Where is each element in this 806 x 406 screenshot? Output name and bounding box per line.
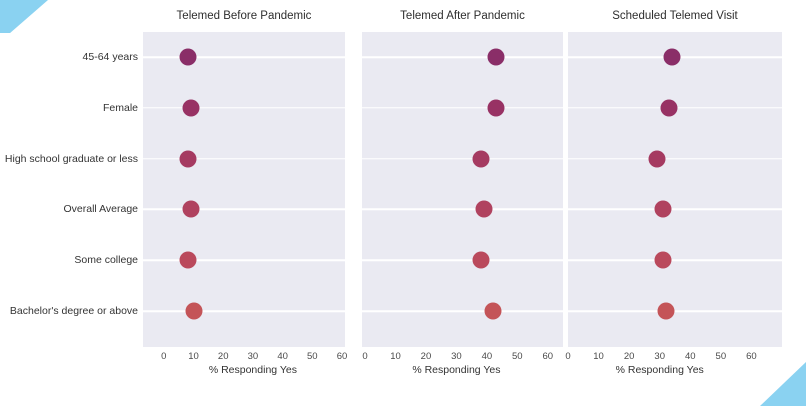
data-point bbox=[182, 99, 200, 117]
gridline bbox=[143, 208, 345, 211]
panel-title-telemed-after-pandemic: Telemed After Pandemic bbox=[400, 10, 525, 22]
bottom-right-corner-decoration bbox=[760, 362, 806, 406]
x-axis-tick-label: 50 bbox=[307, 351, 318, 362]
y-axis-label: Overall Average bbox=[63, 203, 138, 216]
gridline bbox=[143, 310, 345, 312]
gridline bbox=[568, 259, 782, 261]
gridline bbox=[362, 259, 563, 261]
x-axis-label: % Responding Yes bbox=[615, 364, 704, 376]
y-axis-label: Some college bbox=[74, 254, 138, 267]
gridline bbox=[362, 208, 563, 211]
gridline bbox=[143, 259, 345, 261]
panel-title-telemed-before-pandemic: Telemed Before Pandemic bbox=[176, 10, 312, 22]
data-point bbox=[472, 251, 490, 269]
gridline bbox=[568, 208, 782, 211]
x-axis-tick-label: 40 bbox=[277, 351, 288, 362]
plot-area-scheduled-telemed-visit bbox=[568, 32, 782, 347]
data-point bbox=[487, 99, 505, 117]
data-point bbox=[487, 48, 505, 66]
gridline bbox=[362, 310, 563, 312]
plot-area-telemed-before-pandemic bbox=[143, 32, 345, 347]
plot-area-telemed-after-pandemic bbox=[362, 32, 563, 347]
data-point bbox=[657, 302, 675, 320]
x-axis-tick-label: 50 bbox=[512, 351, 523, 362]
data-point bbox=[663, 48, 681, 66]
gridline bbox=[143, 107, 345, 109]
y-axis-category-labels: 45-64 years Female High school graduate or… bbox=[0, 32, 138, 347]
gridline bbox=[143, 157, 345, 160]
data-point bbox=[182, 200, 200, 218]
y-axis-label: Female bbox=[102, 101, 138, 114]
x-axis-tick-label: 30 bbox=[654, 351, 665, 362]
gridline bbox=[568, 157, 782, 160]
x-axis-tick-label: 40 bbox=[481, 351, 493, 362]
data-point bbox=[484, 302, 502, 320]
data-point bbox=[475, 200, 493, 218]
data-point bbox=[179, 150, 197, 168]
x-axis-tick-label: 30 bbox=[247, 351, 259, 362]
x-axis-label: % Responding Yes bbox=[208, 364, 297, 376]
x-axis-tick-label: 20 bbox=[420, 351, 432, 362]
y-axis-label: High school graduate or less bbox=[4, 152, 138, 165]
y-axis-label: Bachelor's degree or above bbox=[9, 305, 138, 317]
data-point bbox=[654, 251, 672, 269]
data-point bbox=[185, 302, 202, 320]
data-point bbox=[648, 150, 666, 168]
x-axis-tick-label: 40 bbox=[684, 351, 696, 362]
panel-title-scheduled-telemed-visit: Scheduled Telemed Visit bbox=[612, 10, 738, 22]
x-axis-tick-label: 0 bbox=[565, 351, 571, 362]
data-point bbox=[660, 99, 678, 117]
gridline bbox=[362, 157, 563, 160]
x-axis-tick-label: 20 bbox=[217, 351, 229, 362]
data-point bbox=[179, 48, 197, 66]
data-point bbox=[472, 150, 490, 168]
data-point bbox=[179, 251, 197, 269]
gridline bbox=[362, 107, 563, 109]
x-axis-tick-label: 0 bbox=[161, 351, 167, 362]
gridline bbox=[362, 56, 563, 58]
x-axis-tick-label: 30 bbox=[451, 351, 462, 362]
y-axis-label: 45-64 years bbox=[82, 51, 138, 63]
x-axis-tick-label: 10 bbox=[390, 351, 401, 362]
data-point bbox=[654, 200, 672, 218]
x-axis-tick-label: 10 bbox=[188, 351, 199, 362]
x-axis-tick-label: 0 bbox=[362, 351, 368, 362]
x-axis-tick-label: 20 bbox=[623, 351, 635, 362]
gridline bbox=[568, 310, 782, 312]
gridline bbox=[143, 56, 345, 58]
top-left-corner-decoration bbox=[0, 0, 48, 33]
x-axis-label: % Responding Yes bbox=[412, 364, 501, 376]
x-axis-tick-label: 50 bbox=[715, 351, 727, 362]
x-axis-tick-label: 60 bbox=[336, 351, 348, 362]
x-axis-tick-label: 10 bbox=[593, 351, 604, 362]
x-axis-tick-label: 60 bbox=[542, 351, 554, 362]
x-axis-tick-label: 60 bbox=[746, 351, 757, 362]
